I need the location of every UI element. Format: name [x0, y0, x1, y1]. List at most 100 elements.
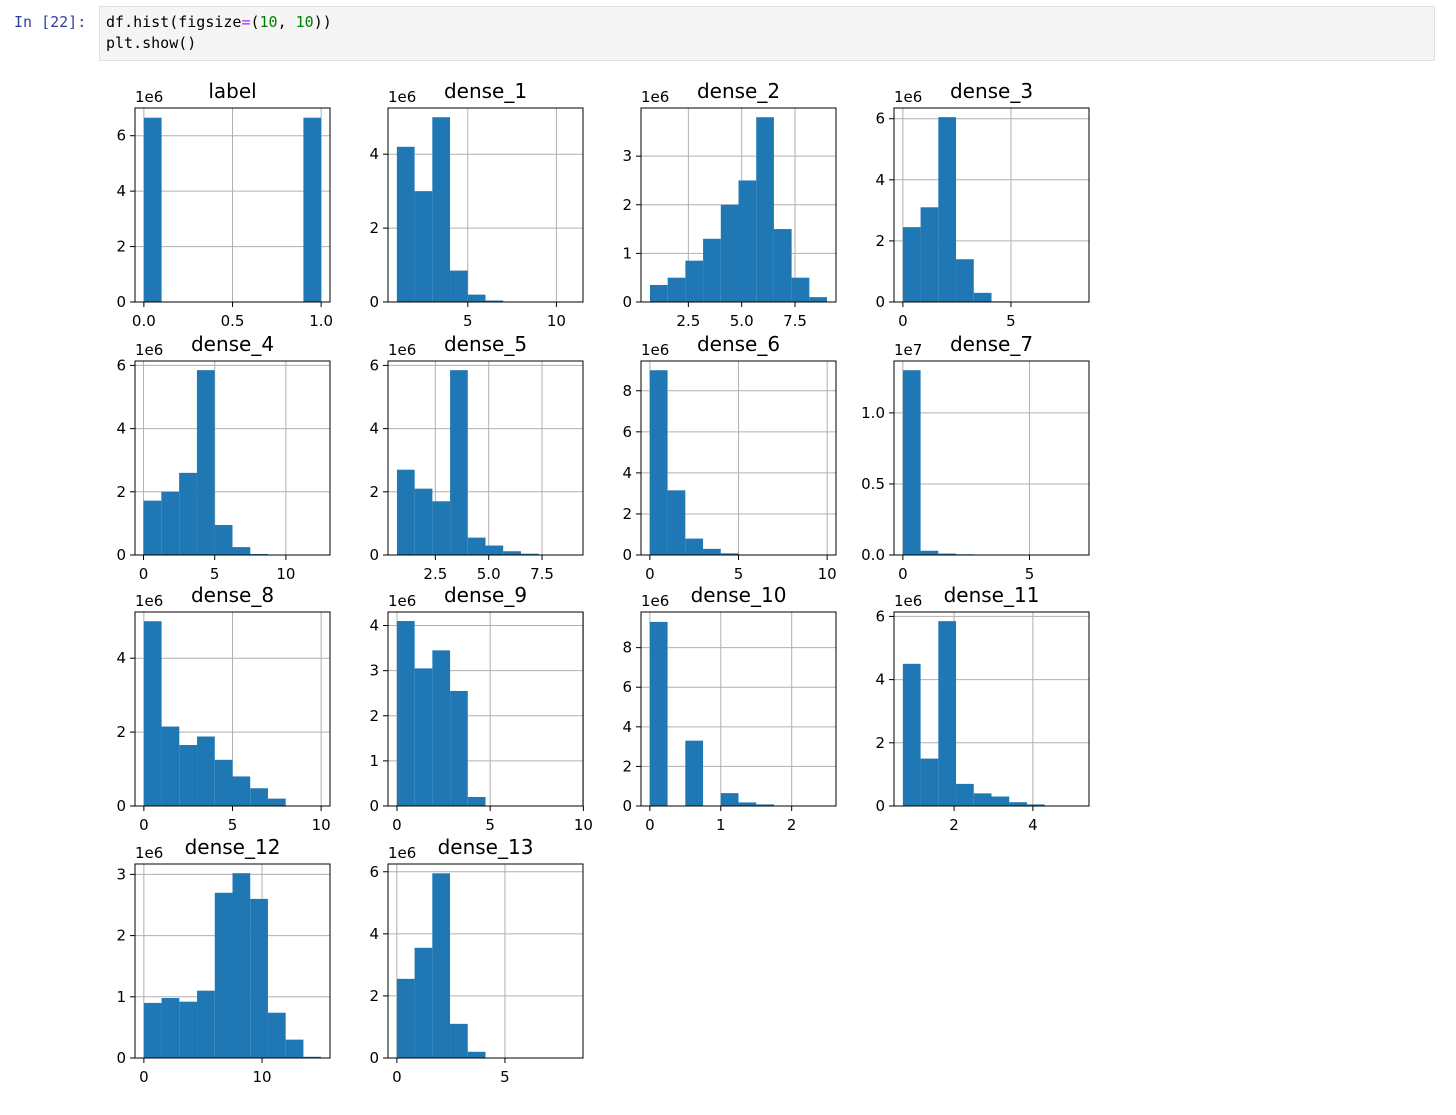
subplot-title: dense_3	[950, 79, 1033, 103]
code-token: show()	[142, 34, 197, 52]
axis-scale-offset: 1e6	[388, 844, 416, 862]
histogram-bar	[649, 370, 668, 555]
y-tick-label: 0	[622, 546, 632, 564]
y-tick-label: 2	[875, 232, 885, 250]
x-tick-label: 0	[645, 565, 655, 583]
y-tick-label: 4	[116, 420, 126, 438]
histogram-bar	[197, 736, 215, 806]
histogram-bar	[685, 260, 704, 302]
x-tick-label: 0	[139, 565, 149, 583]
subplot-title: label	[208, 79, 256, 103]
subplot-title: dense_1	[444, 79, 527, 103]
y-tick-label: 4	[116, 182, 126, 200]
histogram-bar	[232, 547, 251, 555]
x-tick-label: 4	[1028, 816, 1038, 834]
histogram-bar	[161, 998, 180, 1058]
histogram-bar	[214, 524, 233, 555]
histogram-panel: 2.5 5.0 7.5 0 1 2 3 1e6 dense_2	[622, 79, 837, 330]
x-tick-label: 7.5	[530, 565, 554, 583]
histogram-bar	[667, 277, 686, 302]
axis-scale-offset: 1e6	[641, 592, 669, 610]
histogram-bar	[250, 788, 268, 806]
histogram-bar	[143, 1002, 162, 1058]
y-tick-label: 2	[875, 734, 885, 752]
code-line-1: df.hist(figsize=(10, 10))	[106, 12, 1434, 33]
y-tick-label: 2	[116, 238, 126, 256]
code-line-2: plt.show()	[106, 33, 1434, 54]
histogram-bar	[938, 621, 957, 806]
code-token: 10	[295, 13, 314, 31]
histogram-bar	[267, 798, 286, 806]
x-tick-label: 5	[734, 565, 744, 583]
y-tick-label: 6	[875, 607, 885, 625]
histogram-bar	[396, 146, 415, 302]
x-tick-label: 0.5	[221, 312, 245, 330]
histogram-bar	[485, 300, 504, 302]
histogram-bar	[973, 292, 992, 302]
y-tick-label: 6	[622, 423, 632, 441]
histogram-bar	[267, 1012, 286, 1058]
x-tick-label: 5	[1025, 565, 1035, 583]
y-tick-label: 2	[116, 927, 126, 945]
x-tick-label: 2.5	[423, 565, 447, 583]
axes-frame	[387, 611, 584, 807]
histogram-bar	[920, 550, 939, 555]
y-tick-label: 2	[369, 707, 379, 725]
subplot-title: dense_7	[950, 332, 1033, 356]
x-tick-label: 0	[392, 816, 402, 834]
y-tick-label: 4	[369, 925, 379, 943]
histogram-bar	[396, 978, 415, 1058]
histogram-bar	[720, 553, 739, 555]
x-tick-label: 0	[139, 816, 149, 834]
histogram-panel: 0 5 10 0 1 2 3 4 1e6 dense_9	[369, 583, 592, 834]
histogram-bar	[685, 538, 704, 555]
histogram-bar	[649, 621, 668, 806]
histogram-bar	[232, 776, 251, 806]
y-tick-label: 4	[369, 145, 379, 163]
axis-scale-offset: 1e6	[135, 844, 163, 862]
x-tick-label: 5	[210, 565, 220, 583]
histogram-panel: 0 1 2 0 2 4 6 8 1e6 dense_10	[622, 583, 837, 834]
histogram-bar	[720, 793, 739, 806]
code-cell-input[interactable]: df.hist(figsize=(10, 10)) plt.show()	[99, 6, 1435, 61]
y-tick-label: 0	[116, 293, 126, 311]
y-tick-label: 4	[116, 649, 126, 667]
axes-frame	[893, 360, 1090, 556]
histogram-bar	[303, 1056, 322, 1058]
subplot-title: dense_13	[438, 835, 534, 859]
y-tick-label: 0	[369, 546, 379, 564]
histogram-panel: 0 5 0.0 0.5 1.0 1e7 dense_7	[861, 332, 1090, 583]
axis-scale-offset: 1e6	[388, 592, 416, 610]
histogram-bar	[791, 277, 810, 302]
axis-scale-offset: 1e6	[135, 592, 163, 610]
y-tick-label: 6	[875, 110, 885, 128]
histogram-bar	[920, 207, 939, 302]
y-tick-label: 0	[875, 797, 885, 815]
y-tick-label: 6	[116, 356, 126, 374]
histogram-bar	[1026, 804, 1045, 806]
x-tick-label: 2	[949, 816, 959, 834]
code-token: .	[124, 13, 134, 31]
subplot-title: dense_11	[944, 583, 1040, 607]
histogram-bar	[738, 802, 757, 806]
y-tick-label: 2	[116, 723, 126, 741]
subplot-title: dense_2	[697, 79, 780, 103]
histogram-bar	[414, 488, 433, 555]
histogram-bar	[250, 898, 268, 1058]
histogram-panel: 2.5 5.0 7.5 0 2 4 6 1e6 dense_5	[369, 332, 584, 583]
histogram-bar	[720, 204, 739, 302]
histogram-panel: 5 10 0 2 4 1e6 dense_1	[369, 79, 584, 330]
axes-frame	[134, 360, 331, 556]
histogram-panel: 0 5 10 0 2 4 6 1e6 dense_4	[116, 332, 331, 583]
y-tick-label: 4	[622, 718, 632, 736]
y-tick-label: 6	[369, 356, 379, 374]
subplot-title: dense_4	[191, 332, 274, 356]
histogram-bar	[738, 180, 757, 302]
axis-scale-offset: 1e7	[894, 341, 922, 359]
x-tick-label: 2.5	[676, 312, 700, 330]
histogram-bar	[902, 227, 921, 302]
histogram-bar	[432, 873, 451, 1058]
x-tick-label: 0	[392, 1068, 402, 1086]
histogram-bar	[1009, 802, 1027, 806]
